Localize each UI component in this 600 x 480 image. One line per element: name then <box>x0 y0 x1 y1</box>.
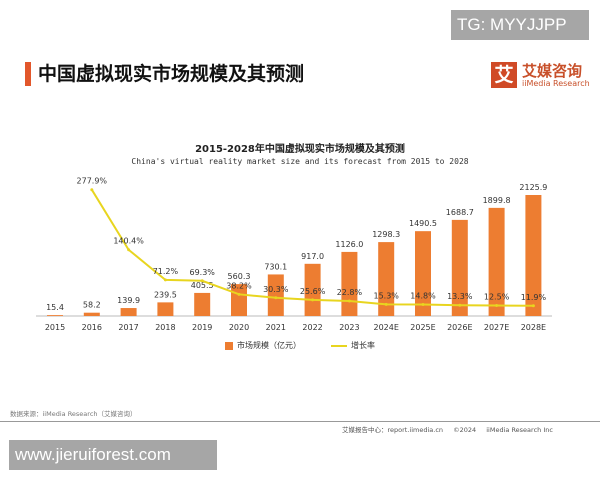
watermark-bottom: www.jieruiforest.com <box>9 440 217 470</box>
source-note: 数据来源：iiMedia Research（艾媒咨询） <box>10 410 137 418</box>
growth-value-label: 12.5% <box>484 293 510 302</box>
x-tick-label: 2025E <box>410 323 435 332</box>
bar-value-label: 139.9 <box>117 296 140 305</box>
growth-value-label: 38.2% <box>226 281 252 290</box>
bar <box>488 207 505 316</box>
bar <box>525 195 542 316</box>
bar-value-label: 917.0 <box>301 252 324 261</box>
bar <box>304 263 321 316</box>
bar <box>341 251 358 316</box>
bar <box>47 315 63 316</box>
x-tick-label: 2016 <box>82 323 102 332</box>
growth-value-label: 277.9% <box>77 177 108 186</box>
growth-value-label: 140.4% <box>113 237 144 246</box>
legend-label-bar: 市场规模（亿元） <box>237 341 301 350</box>
bar-value-label: 1298.3 <box>372 230 400 239</box>
footer-center: 艾媒报告中心：report.iimedia.cn <box>342 426 444 434</box>
title-accent-bar <box>25 62 31 86</box>
bar-value-label: 239.5 <box>154 290 177 299</box>
growth-point <box>384 302 388 306</box>
x-tick-label: 2018 <box>155 323 175 332</box>
bar <box>451 219 468 316</box>
bar-value-label: 15.4 <box>46 303 64 312</box>
growth-point <box>127 248 131 252</box>
growth-point <box>531 304 535 308</box>
legend-label-line: 增长率 <box>351 341 375 350</box>
bar-value-label: 1126.0 <box>335 240 363 249</box>
growth-point <box>495 304 499 308</box>
bar-value-label: 2125.9 <box>519 183 547 192</box>
watermark-top: TG: MYYJJPP <box>451 10 589 40</box>
bar-value-label: 560.3 <box>228 272 251 281</box>
x-tick-label: 2019 <box>192 323 212 332</box>
x-tick-label: 2023 <box>339 323 359 332</box>
growth-value-label: 15.3% <box>373 291 399 300</box>
footer-company: iiMedia Research Inc <box>486 426 553 434</box>
growth-point <box>163 278 167 282</box>
footer-copyright: ©2024 <box>453 426 477 434</box>
growth-value-label: 69.3% <box>189 268 215 277</box>
growth-point <box>311 298 315 302</box>
bar <box>267 274 284 316</box>
chart-title: 2015-2028年中国虚拟现实市场规模及其预测 <box>195 144 405 155</box>
bar <box>157 302 174 316</box>
growth-value-label: 30.3% <box>263 285 289 294</box>
x-tick-label: 2024E <box>373 323 398 332</box>
growth-value-label: 71.2% <box>153 267 179 276</box>
x-tick-label: 2017 <box>118 323 138 332</box>
page-title: 中国虚拟现实市场规模及其预测 <box>38 63 305 85</box>
bar-value-label: 1490.5 <box>409 219 437 228</box>
bar <box>415 231 431 316</box>
logo-cn: 艾媒咨询 <box>522 61 583 80</box>
bar <box>194 292 211 316</box>
legend-swatch-line <box>331 344 347 347</box>
bar-value-label: 730.1 <box>264 262 287 271</box>
growth-point <box>200 279 204 283</box>
growth-value-label: 14.8% <box>410 292 436 301</box>
x-tick-label: 2015 <box>45 323 65 332</box>
x-tick-label: 2021 <box>266 323 286 332</box>
growth-value-label: 13.3% <box>447 292 473 301</box>
logo-mark: 艾 <box>491 62 517 88</box>
growth-value-label: 11.9% <box>521 293 547 302</box>
bar-value-label: 1899.8 <box>483 196 511 205</box>
bar <box>83 312 100 316</box>
growth-point <box>274 296 278 300</box>
x-tick-label: 2028E <box>521 323 546 332</box>
growth-value-label: 22.8% <box>337 288 363 297</box>
x-tick-label: 2022 <box>302 323 322 332</box>
growth-point <box>421 303 425 307</box>
growth-value-label: 25.6% <box>300 287 326 296</box>
bar-value-label: 405.5 <box>191 281 214 290</box>
x-tick-label: 2026E <box>447 323 472 332</box>
legend: 市场规模（亿元） 增长率 <box>0 340 600 351</box>
footer-divider <box>0 421 600 422</box>
growth-point <box>347 299 351 303</box>
growth-point <box>90 188 94 192</box>
chart-subtitle: China's virtual reality market size and … <box>131 157 469 166</box>
bar <box>378 242 395 316</box>
x-tick-label: 2020 <box>229 323 249 332</box>
bar-value-label: 1688.7 <box>446 208 474 217</box>
x-tick-label: 2027E <box>484 323 509 332</box>
legend-swatch-bar <box>225 341 233 350</box>
footer: 艾媒报告中心：report.iimedia.cn ©2024 iiMedia R… <box>342 424 561 434</box>
legend-item-line: 增长率 <box>331 340 375 351</box>
logo-en: iiMedia Research <box>522 78 590 88</box>
bar-value-label: 58.2 <box>83 301 101 310</box>
bar <box>120 308 137 316</box>
legend-item-bar: 市场规模（亿元） <box>225 340 301 351</box>
logo: 艾 艾媒咨询 iiMedia Research <box>491 62 590 88</box>
growth-point <box>237 292 241 296</box>
growth-point <box>458 303 462 307</box>
